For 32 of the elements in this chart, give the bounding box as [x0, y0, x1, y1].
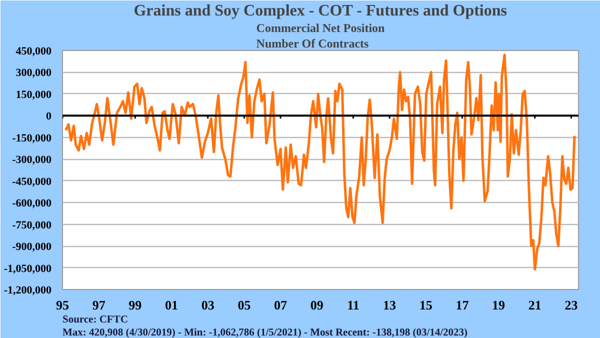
x-tick-label: 07: [274, 298, 288, 312]
x-tick-label: 17: [456, 298, 470, 312]
y-tick-label: 300,000: [16, 67, 52, 80]
x-tick-label: 13: [383, 298, 397, 312]
x-tick-label: 09: [310, 298, 324, 312]
y-tick-label: -300,000: [12, 154, 52, 166]
y-tick-label: -900,000: [12, 241, 52, 254]
x-tick-label: 97: [92, 298, 106, 312]
chart-subtitle: Commercial Net Position Number Of Contracts: [256, 21, 386, 50]
x-tick-label: 19: [492, 298, 506, 312]
chart-title: Grains and Soy Complex - COT - Futures and Options: [134, 2, 507, 20]
text: Max: 420,908 (4/30/2019) - Min: -1,062,786 (1/5/2021) - Most Recent: -138,198 (03/14/2023): [62, 328, 468, 338]
y-tick-label: -1,050,000: [4, 262, 52, 275]
y-tick-label: 150,000: [16, 88, 52, 101]
y-tick-label: 0: [46, 110, 52, 123]
line-series: [64, 54, 576, 270]
y-tick-label: -150,000: [12, 132, 52, 144]
x-tick-label: 99: [128, 298, 142, 312]
x-tick-label: 23: [564, 298, 578, 312]
source-note: Source: CFTC: [62, 314, 128, 326]
y-tick-label: 450,000: [16, 46, 52, 58]
x-tick-label: 05: [238, 298, 252, 312]
x-tick-label: 03: [201, 298, 215, 312]
x-tick-label: 11: [347, 298, 360, 312]
y-tick-label: -450,000: [12, 176, 52, 188]
x-tick-label: 01: [165, 298, 178, 312]
x-tick-label: 21: [528, 298, 542, 312]
x-tick-label: 15: [419, 298, 433, 312]
y-tick-label: -1,200,000: [4, 284, 52, 296]
y-tick-label: -750,000: [12, 219, 52, 232]
x-tick-label: 95: [56, 298, 70, 312]
y-tick-label: -600,000: [12, 198, 52, 210]
